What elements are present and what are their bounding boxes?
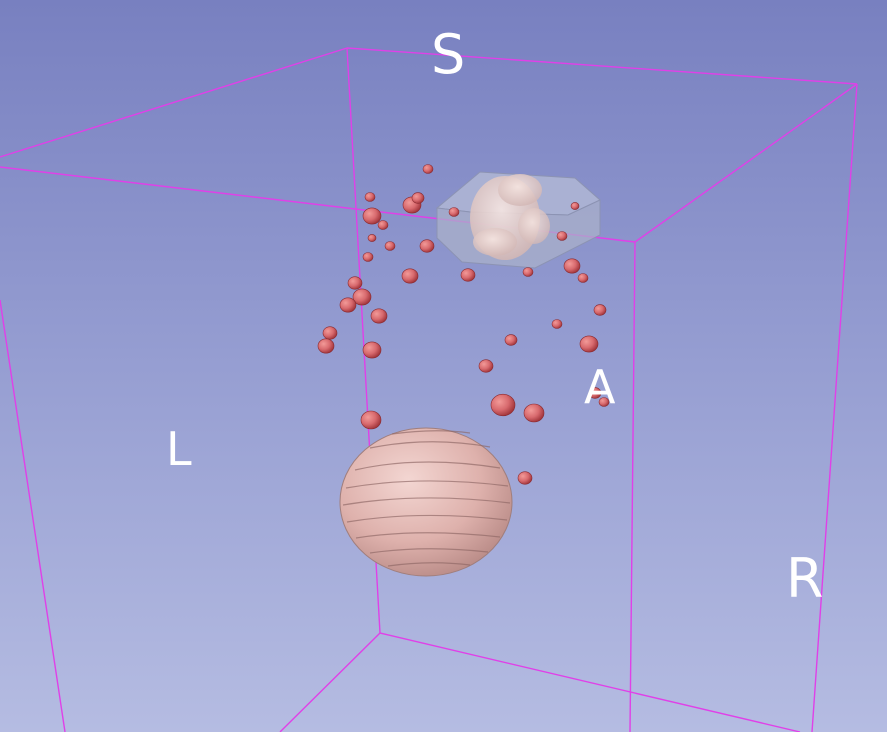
nodule: [523, 268, 533, 277]
bbox-edge: [635, 84, 857, 242]
nodule: [412, 193, 424, 204]
large-mass-model[interactable]: [340, 428, 512, 576]
nodule: [402, 269, 418, 283]
orientation-label-left: L: [166, 426, 192, 472]
box-model[interactable]: [437, 172, 600, 268]
nodule: [363, 208, 381, 224]
orientation-label-superior: S: [431, 28, 465, 82]
nodule: [363, 253, 373, 262]
nodule: [594, 305, 606, 316]
nodule: [420, 240, 434, 253]
bbox-edge: [380, 633, 800, 732]
nodule: [363, 342, 381, 358]
nodule: [479, 360, 493, 373]
nodule: [518, 472, 532, 485]
bbox-edge: [347, 48, 857, 84]
nodule: [580, 336, 598, 352]
nodule: [505, 335, 517, 346]
nodule: [340, 298, 356, 312]
bbox-edge: [280, 633, 380, 732]
nodule: [423, 165, 433, 174]
box-inner-structure: [473, 228, 517, 256]
nodule: [371, 309, 387, 323]
nodule: [385, 242, 395, 251]
nodule: [461, 269, 475, 282]
orientation-label-right: R: [786, 552, 824, 606]
bbox-edge: [812, 84, 857, 732]
nodule: [348, 277, 362, 290]
nodule: [361, 411, 381, 429]
nodule: [378, 221, 388, 230]
nodule: [524, 404, 544, 422]
bbox-edge: [0, 48, 347, 157]
nodule: [491, 394, 515, 416]
nodule: [571, 202, 579, 209]
nodule: [449, 208, 459, 217]
orientation-label-anterior: A: [584, 364, 615, 410]
nodule: [323, 327, 337, 340]
nodule: [368, 234, 376, 241]
box-inner-structure: [518, 208, 550, 244]
nodule: [557, 232, 567, 241]
nodule: [318, 339, 334, 353]
bbox-edge: [0, 300, 65, 732]
box-inner-structure: [498, 174, 542, 206]
bbox-edge: [630, 242, 635, 732]
nodule: [552, 320, 562, 329]
bounding-box: [0, 48, 857, 732]
nodule: [365, 193, 375, 202]
nodule: [578, 274, 588, 283]
nodule: [564, 259, 580, 273]
